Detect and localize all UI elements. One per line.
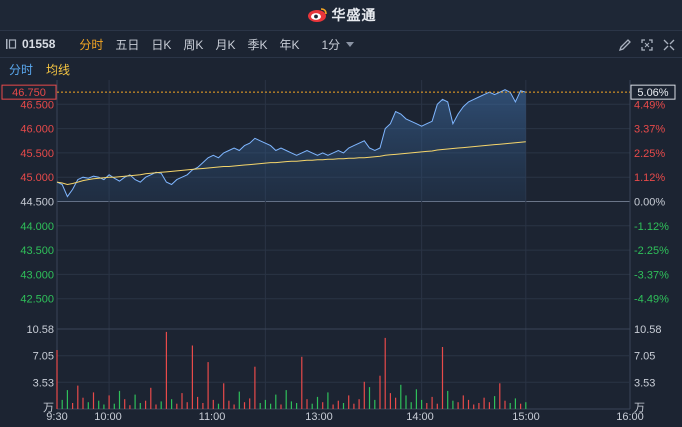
percent-tick-label: -2.25%: [634, 245, 669, 257]
price-area-fill: [57, 89, 526, 202]
time-axis-label: 15:00: [512, 411, 540, 423]
price-tick-label: 44.000: [20, 221, 54, 233]
percent-tick-label: -1.12%: [634, 221, 669, 233]
subtab-average-line[interactable]: 均线: [46, 62, 71, 77]
volume-tick-label: 3.53: [33, 377, 54, 389]
percent-tick-label: -3.37%: [634, 269, 669, 281]
percent-tick-label: 1.12%: [634, 172, 665, 184]
current-price-box: [1, 84, 57, 100]
volume-tick-label-right: 3.53: [634, 377, 655, 389]
time-axis-label: 16:00: [616, 411, 644, 423]
percent-tick-label: 3.37%: [634, 124, 665, 136]
title-bar: 华盛通: [0, 0, 682, 31]
percent-tick-label: 2.25%: [634, 148, 665, 160]
sidebar-toggle-button[interactable]: [0, 31, 22, 58]
time-axis-label: 11:00: [199, 411, 226, 423]
tab-daily-k[interactable]: 日K: [151, 37, 172, 52]
draw-pen-icon[interactable]: [618, 38, 632, 52]
price-tick-label: 42.500: [20, 294, 54, 306]
percent-tick-label: -4.49%: [634, 294, 669, 306]
tab-monthly-k[interactable]: 月K: [215, 37, 236, 52]
percent-tick-label: 0.00%: [634, 197, 665, 209]
brand-logo-icon: [307, 8, 327, 22]
chart-tools: [618, 31, 676, 58]
subtab-minute[interactable]: 分时: [9, 62, 34, 77]
volume-tick-label: 10.58: [26, 324, 54, 336]
tab-minute[interactable]: 分时: [79, 37, 104, 52]
fullscreen-icon[interactable]: [640, 38, 654, 52]
stock-code: 01558: [22, 37, 56, 51]
volume-tick-label-right: 7.05: [634, 351, 655, 363]
expand-icon[interactable]: [662, 38, 676, 52]
time-axis-label: 14:00: [406, 411, 434, 423]
interval-select[interactable]: 1分: [321, 36, 355, 53]
price-tick-label: 45.500: [20, 148, 54, 160]
chevron-down-icon: [346, 41, 355, 47]
time-axis-label: 10:00: [94, 411, 122, 423]
average-line: [56, 141, 526, 186]
price-tick-label: 44.500: [20, 197, 54, 209]
brand: 华盛通: [306, 5, 377, 25]
price-tick-label: 45.000: [20, 172, 54, 184]
volume-tick-label: 7.05: [33, 351, 54, 363]
indicator-tabs: 分时 均线: [0, 58, 74, 80]
percent-tick-label: 4.49%: [634, 99, 665, 111]
volume-tick-label-right: 10.58: [634, 324, 662, 336]
chart-toolbar: 01558 分时 五日 日K 周K 月K 季K 年K 1分: [0, 31, 682, 58]
time-axis-label: 9:30: [46, 411, 67, 423]
tab-weekly-k[interactable]: 周K: [183, 37, 204, 52]
price-tick-label: 43.500: [20, 245, 54, 257]
current-percent-label: 5.06%: [637, 87, 668, 99]
volume-unit-label-right: 万: [634, 402, 645, 414]
current-price-label: 46.750: [12, 87, 46, 99]
price-tick-label: 43.000: [20, 269, 54, 281]
intraday-chart[interactable]: 46.500 46.000 45.500 45.000 44.500 44.000 43.5…: [0, 80, 682, 427]
current-percent-box: [630, 84, 676, 100]
time-axis-label: 13:00: [305, 411, 333, 423]
price-tick-label: 46.500: [20, 99, 54, 111]
collapse-panel-icon: [6, 39, 17, 49]
volume-unit-label: 万: [43, 402, 54, 414]
tab-quarterly-k[interactable]: 季K: [247, 37, 268, 52]
tab-five-day[interactable]: 五日: [115, 37, 140, 52]
tab-yearly-k[interactable]: 年K: [279, 37, 300, 52]
price-line: [56, 89, 526, 198]
interval-value: 1分: [321, 37, 341, 52]
price-tick-label: 46.000: [20, 124, 54, 136]
brand-name: 华盛通: [331, 7, 377, 23]
